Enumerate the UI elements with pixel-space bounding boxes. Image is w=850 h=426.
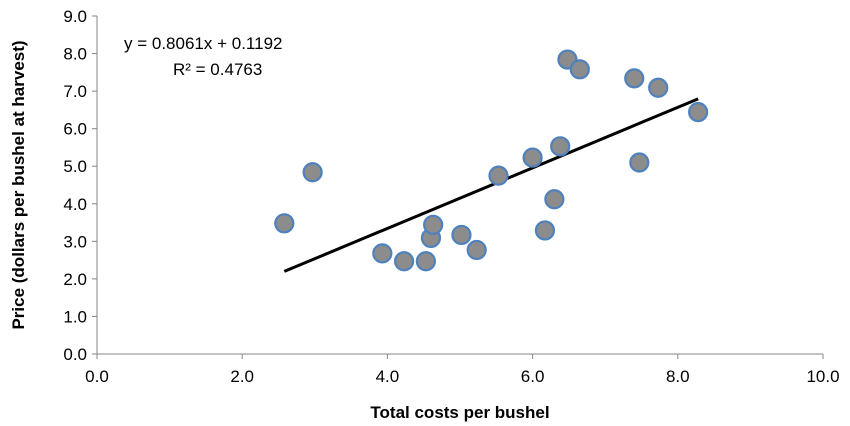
data-point [372,243,393,264]
x-tick-label: 2.0 [230,367,254,386]
trendline-equation: y = 0.8061x + 0.1192 [124,34,282,53]
data-point [688,102,709,123]
y-tick-label: 0.0 [63,345,87,364]
y-tick-label: 6.0 [63,120,87,139]
data-point [274,213,295,234]
x-tick-label: 8.0 [666,367,690,386]
r-squared-label: R² = 0.4763 [173,60,262,79]
data-point [624,68,645,89]
data-point [550,136,571,157]
data-point [466,239,487,261]
data-point [629,152,650,173]
data-point [544,189,565,210]
data-point [488,165,509,186]
x-tick-label: 0.0 [85,367,109,386]
x-axis-title: Total costs per bushel [370,403,549,422]
y-tick-label: 3.0 [63,232,87,251]
x-tick-label: 6.0 [521,367,545,386]
data-point [569,59,590,80]
y-tick-label: 4.0 [63,195,87,214]
y-tick-label: 8.0 [63,45,87,64]
data-point [648,77,669,98]
y-tick-label: 7.0 [63,82,87,101]
x-tick-label: 4.0 [376,367,400,386]
data-point [423,214,444,235]
data-point [393,251,415,272]
y-axis-title: Price (dollars per bushel at harvest) [9,40,28,329]
x-tick-label: 10.0 [806,367,839,386]
y-tick-label: 9.0 [63,7,87,26]
trendline [283,97,699,273]
y-tick-label: 5.0 [63,157,87,176]
data-point [415,251,436,272]
y-tick-label: 1.0 [63,307,87,326]
data-point [522,147,543,168]
data-point [451,224,472,246]
data-point [534,220,556,241]
data-point [302,162,323,183]
y-tick-label: 2.0 [63,270,87,289]
